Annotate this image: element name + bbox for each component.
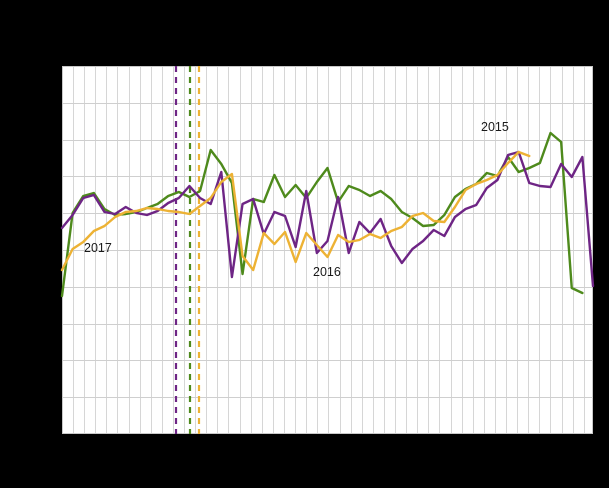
series-group xyxy=(60,131,595,298)
plot-border xyxy=(62,66,593,434)
series-label-2016: 2016 xyxy=(313,265,341,279)
series-line-2016 xyxy=(60,150,595,288)
series-annotations: 2017 2016 2015 xyxy=(84,120,509,279)
series-label-2015: 2015 xyxy=(481,120,509,134)
series-line-2017 xyxy=(60,150,531,272)
series-label-2017: 2017 xyxy=(84,241,112,255)
